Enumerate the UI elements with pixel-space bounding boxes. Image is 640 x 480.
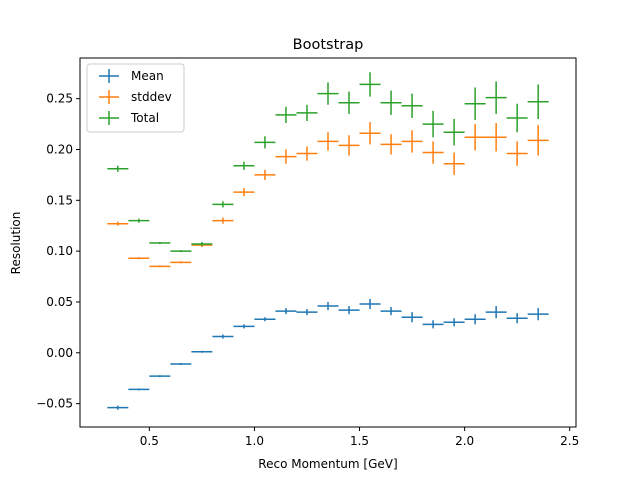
x-tick-label: 1.5 (350, 434, 369, 448)
axes-frame (79, 57, 577, 428)
legend-item-total: Total (99, 111, 159, 125)
legend-label: Mean (131, 69, 164, 83)
x-tick-label: 2.0 (455, 434, 474, 448)
x-axis-title: Reco Momentum [GeV] (258, 457, 397, 471)
legend-label: Total (130, 111, 159, 125)
y-tick-label: 0.25 (46, 92, 73, 106)
plot-area (107, 72, 549, 410)
x-tick-label: 0.5 (140, 434, 159, 448)
y-axis-title: Resolution (9, 212, 23, 275)
chart-title: Bootstrap (293, 37, 364, 53)
series-stddev (107, 122, 549, 268)
y-tick-label: 0.20 (46, 142, 73, 156)
series-mean (107, 298, 549, 410)
y-tick-label: −0.05 (36, 397, 73, 411)
series-total (107, 72, 549, 253)
y-tick-label: 0.15 (46, 193, 73, 207)
y-tick-label: 0.05 (46, 295, 73, 309)
x-axis: 0.5 1.0 1.5 2.0 2.5 (140, 427, 579, 448)
legend-item-stddev: stddev (99, 90, 172, 104)
y-axis: −0.05 0.00 0.05 0.10 0.15 0.20 0.25 (36, 92, 80, 411)
legend: Mean stddev Total (86, 63, 185, 133)
x-tick-label: 1.0 (245, 434, 264, 448)
x-tick-label: 2.5 (560, 434, 579, 448)
y-tick-label: 0.00 (46, 346, 73, 360)
y-tick-label: 0.10 (46, 244, 73, 258)
legend-box (86, 63, 185, 133)
legend-label: stddev (131, 90, 172, 104)
legend-item-mean: Mean (99, 69, 164, 83)
